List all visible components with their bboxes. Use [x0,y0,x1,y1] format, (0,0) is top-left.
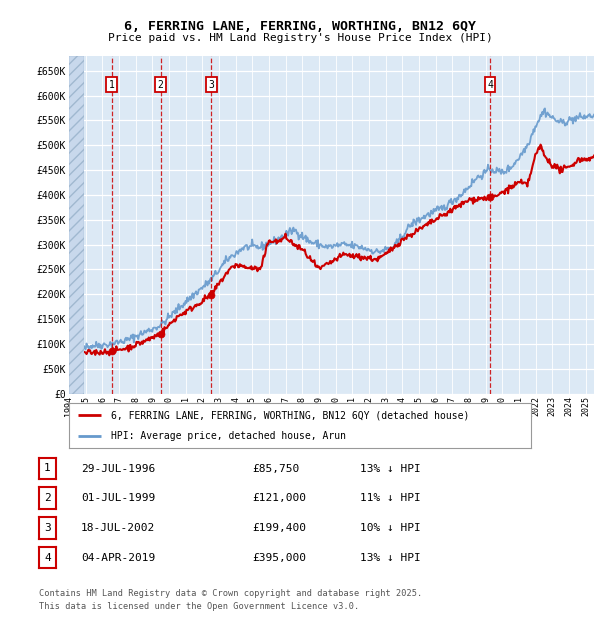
Text: 4: 4 [44,552,51,563]
Text: 6, FERRING LANE, FERRING, WORTHING, BN12 6QY (detached house): 6, FERRING LANE, FERRING, WORTHING, BN12… [110,410,469,420]
Text: 3: 3 [44,523,51,533]
Text: 2: 2 [158,79,164,89]
Text: Contains HM Land Registry data © Crown copyright and database right 2025.
This d: Contains HM Land Registry data © Crown c… [39,590,422,611]
Text: 18-JUL-2002: 18-JUL-2002 [81,523,155,533]
Text: 04-APR-2019: 04-APR-2019 [81,553,155,563]
Text: 13% ↓ HPI: 13% ↓ HPI [360,553,421,563]
Text: 10% ↓ HPI: 10% ↓ HPI [360,523,421,533]
Text: HPI: Average price, detached house, Arun: HPI: Average price, detached house, Arun [110,430,346,441]
Text: 13% ↓ HPI: 13% ↓ HPI [360,464,421,474]
Text: 29-JUL-1996: 29-JUL-1996 [81,464,155,474]
Text: 3: 3 [208,79,214,89]
Text: 6, FERRING LANE, FERRING, WORTHING, BN12 6QY: 6, FERRING LANE, FERRING, WORTHING, BN12… [124,20,476,33]
Text: £395,000: £395,000 [252,553,306,563]
Text: £199,400: £199,400 [252,523,306,533]
Text: 2: 2 [44,493,51,503]
Text: £85,750: £85,750 [252,464,299,474]
Text: 01-JUL-1999: 01-JUL-1999 [81,494,155,503]
Text: £121,000: £121,000 [252,494,306,503]
Text: 1: 1 [109,79,115,89]
Text: 11% ↓ HPI: 11% ↓ HPI [360,494,421,503]
Text: 4: 4 [487,79,493,89]
Text: 1: 1 [44,463,51,474]
Text: Price paid vs. HM Land Registry's House Price Index (HPI): Price paid vs. HM Land Registry's House … [107,33,493,43]
